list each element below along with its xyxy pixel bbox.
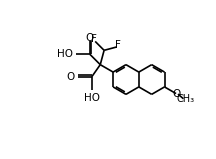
Text: F: F bbox=[91, 34, 97, 44]
Text: HO: HO bbox=[84, 93, 100, 103]
Text: O: O bbox=[86, 33, 94, 43]
Text: O: O bbox=[67, 72, 75, 82]
Text: CH₃: CH₃ bbox=[177, 94, 195, 104]
Text: O: O bbox=[173, 89, 181, 99]
Text: HO: HO bbox=[57, 49, 73, 59]
Text: F: F bbox=[115, 41, 121, 51]
